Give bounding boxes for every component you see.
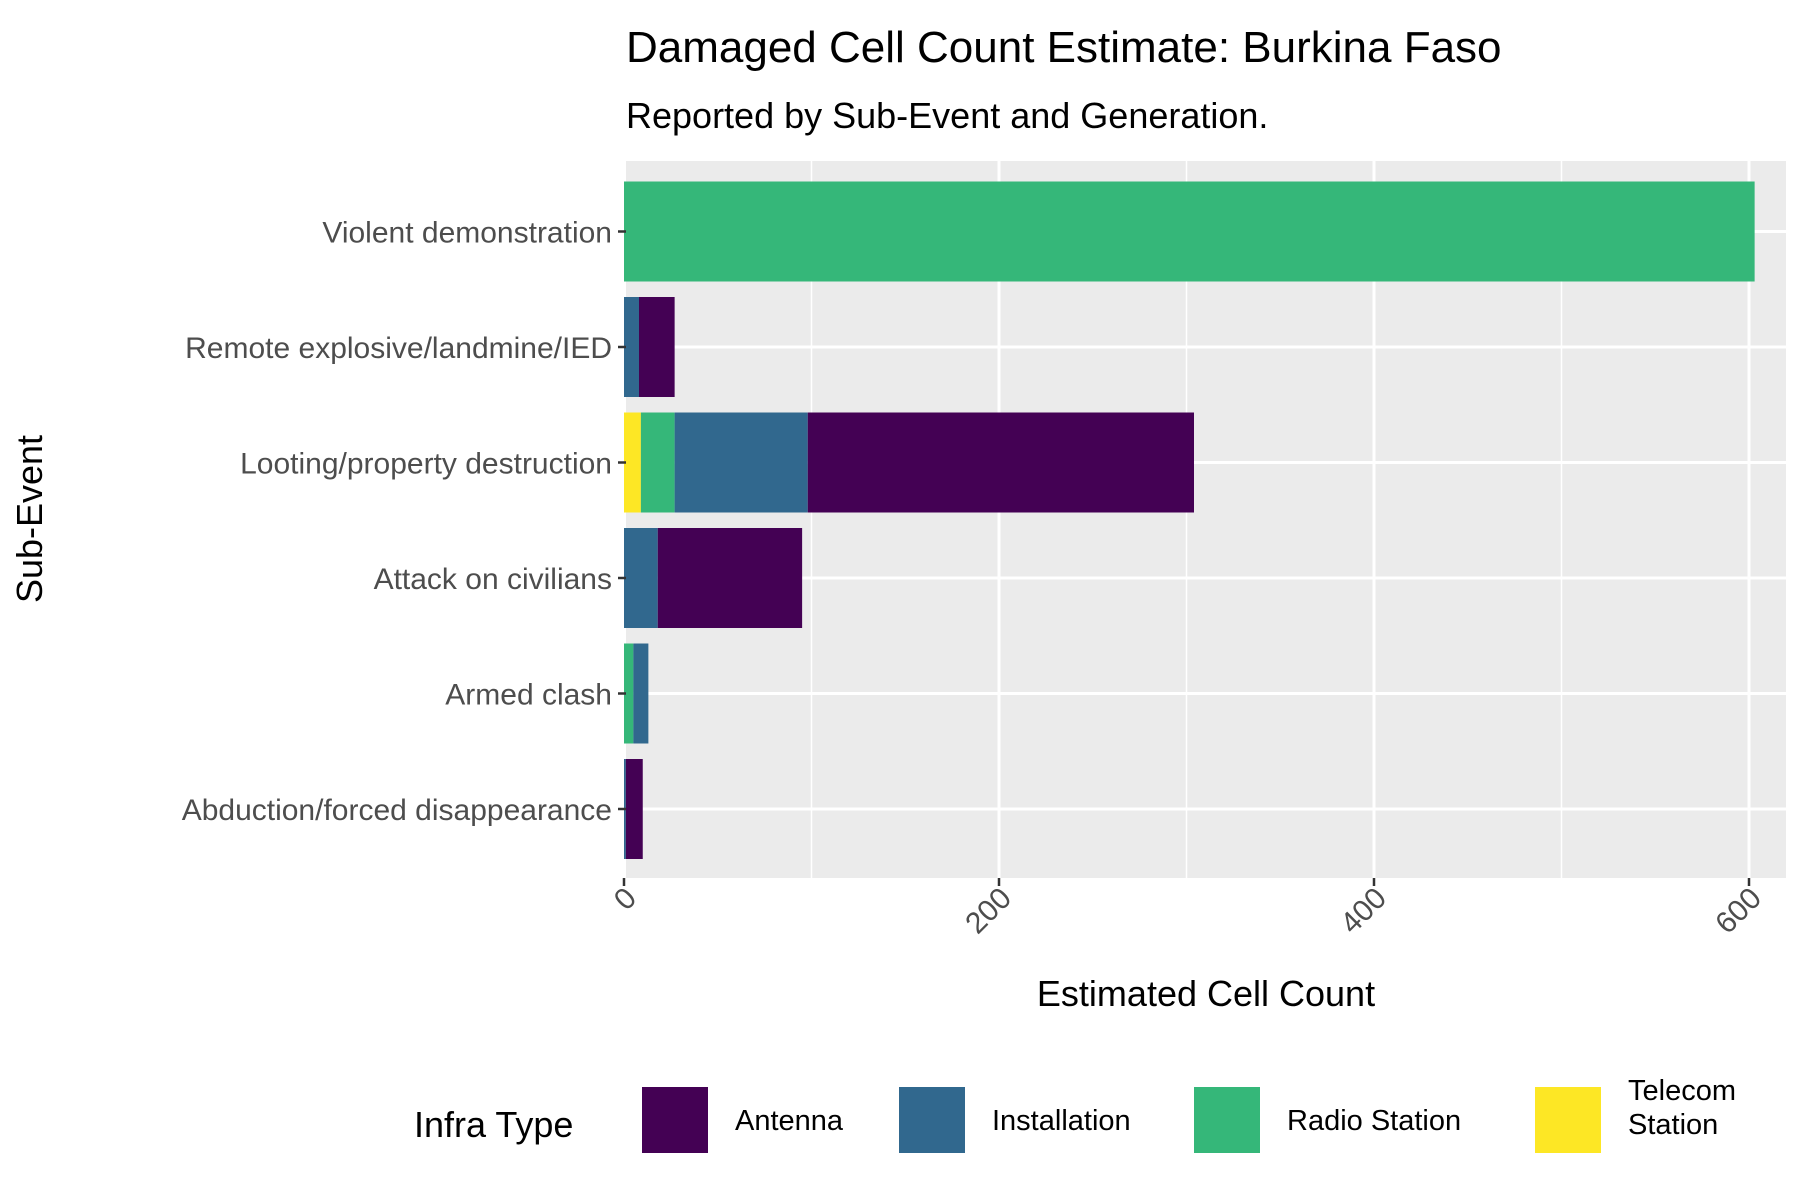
- legend-key: [897, 1085, 967, 1155]
- bar-segment: [624, 181, 1755, 282]
- bar-segment: [657, 528, 803, 628]
- x-tick-label: 200: [959, 882, 1018, 941]
- x-tick-label: 600: [1709, 882, 1768, 941]
- legend: Infra Type Antenna Installation Radio Stat…: [414, 1075, 1736, 1155]
- legend-label: Telecom Station: [1628, 1075, 1736, 1141]
- bar-segment: [807, 412, 1194, 513]
- bar-segment: [624, 528, 658, 628]
- bar-segment: [625, 759, 643, 859]
- bar-segment: [639, 297, 675, 397]
- bar-segment: [633, 643, 649, 744]
- y-tick-label: Violent demonstration: [322, 217, 612, 250]
- bars: [624, 181, 1755, 859]
- legend-key: [640, 1085, 710, 1155]
- legend-label: Radio Station: [1287, 1105, 1461, 1137]
- chart-subtitle: Reported by Sub-Event and Generation.: [626, 95, 1268, 136]
- legend-label: Antenna: [735, 1105, 844, 1137]
- x-axis: 0 200 400 600: [608, 878, 1768, 940]
- y-tick-label: Abduction/forced disappearance: [182, 794, 612, 827]
- legend-key: [1533, 1085, 1603, 1155]
- y-tick-label: Armed clash: [445, 679, 612, 712]
- x-axis-title: Estimated Cell Count: [1037, 973, 1375, 1014]
- bar-segment: [624, 412, 641, 513]
- legend-key: [1192, 1085, 1262, 1155]
- y-tick-label: Remote explosive/landmine/IED: [185, 332, 612, 365]
- y-axis-title: Sub-Event: [9, 435, 50, 603]
- bar-segment: [624, 643, 634, 744]
- bar-segment: [674, 412, 808, 513]
- legend-label: Installation: [992, 1105, 1131, 1137]
- y-axis: Abduction/forced disappearance Armed clas…: [182, 217, 626, 827]
- x-tick-label: 0: [608, 882, 643, 917]
- bar-segment: [624, 297, 639, 397]
- y-tick-label: Looting/property destruction: [240, 448, 612, 481]
- x-tick-label: 400: [1334, 882, 1393, 941]
- chart-title: Damaged Cell Count Estimate: Burkina Fas…: [626, 23, 1502, 72]
- legend-title: Infra Type: [414, 1104, 573, 1145]
- bar-segment: [640, 412, 675, 513]
- y-tick-label: Attack on civilians: [374, 563, 612, 596]
